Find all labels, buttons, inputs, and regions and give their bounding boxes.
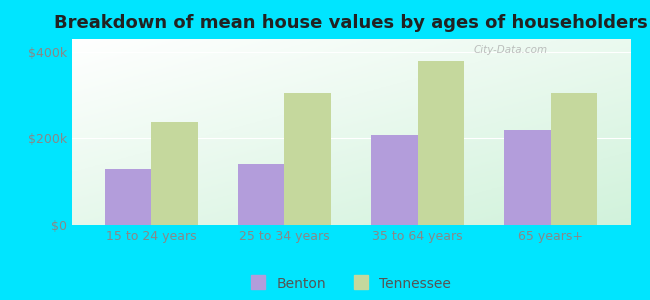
Text: City-Data.com: City-Data.com (474, 45, 548, 55)
Bar (285, 93, 331, 225)
Bar (551, 93, 597, 225)
Bar (151, 122, 198, 225)
Bar (417, 61, 464, 225)
Bar (371, 136, 417, 225)
Title: Breakdown of mean house values by ages of householders: Breakdown of mean house values by ages o… (54, 14, 648, 32)
Bar (504, 130, 551, 225)
Bar (105, 169, 151, 225)
Bar (238, 164, 285, 225)
Legend: Benton, Tennessee: Benton, Tennessee (246, 271, 456, 296)
